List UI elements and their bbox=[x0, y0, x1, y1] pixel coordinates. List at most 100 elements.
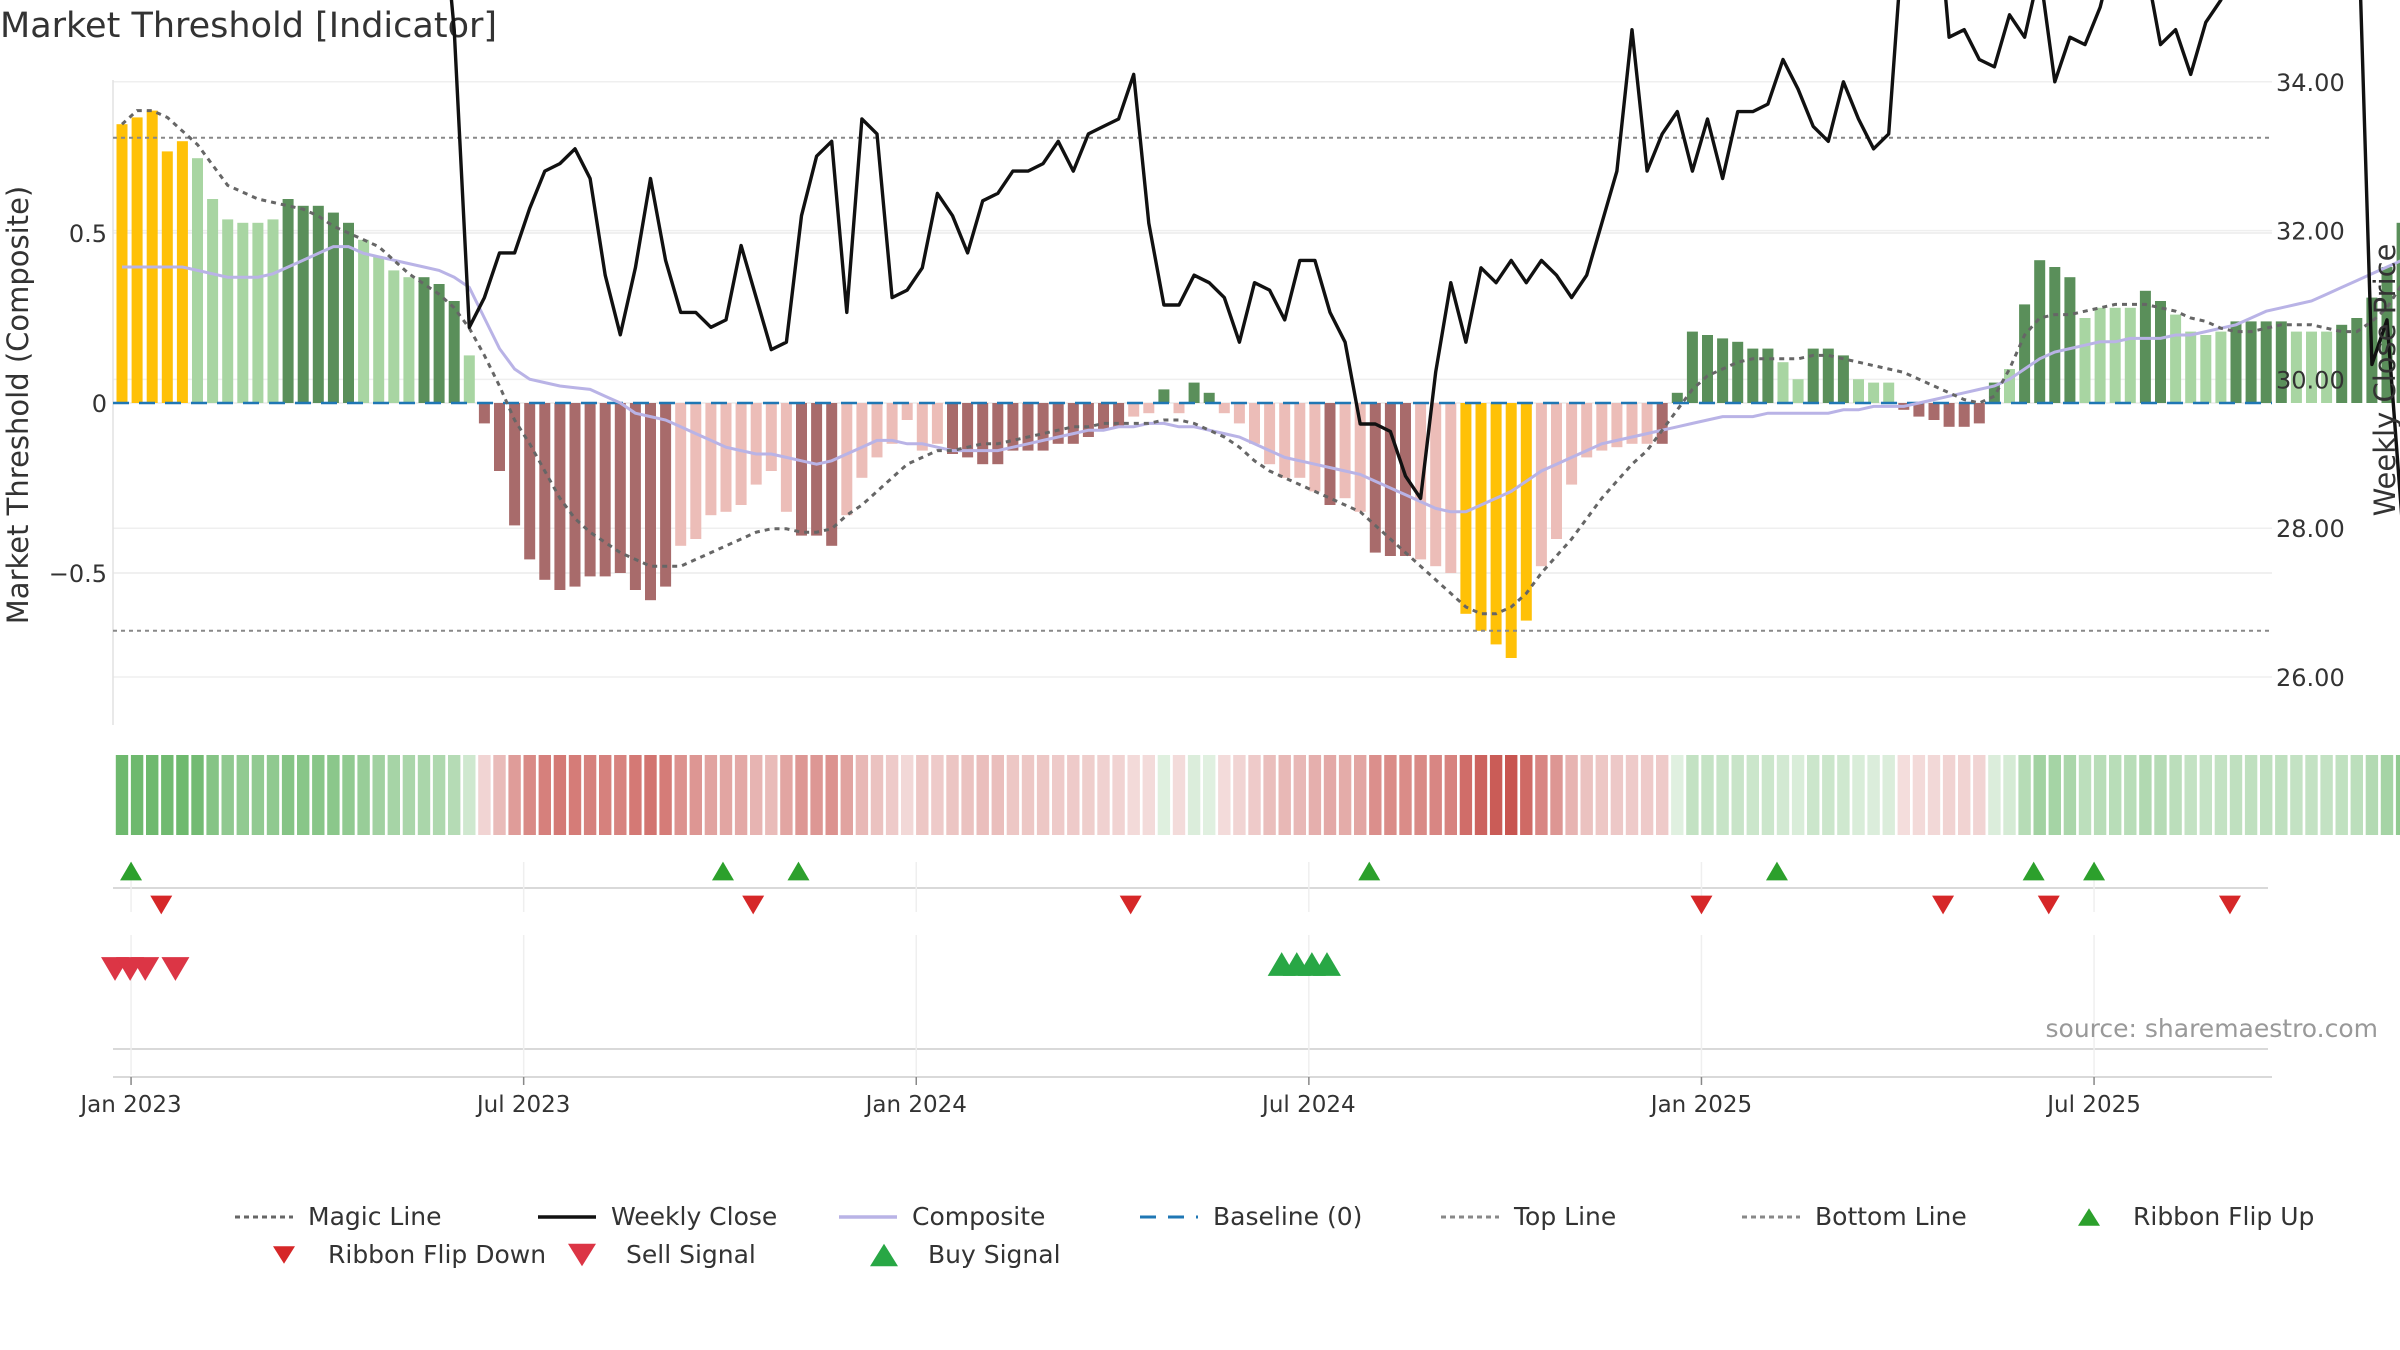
composite-bar bbox=[478, 403, 490, 424]
composite-bar bbox=[539, 403, 551, 580]
composite-bar bbox=[916, 403, 928, 451]
composite-bar bbox=[1354, 403, 1366, 512]
left-axis-ticks: 0.5 0 −0.5 bbox=[49, 220, 107, 588]
composite-bar bbox=[931, 403, 943, 444]
composite-bar bbox=[1007, 403, 1019, 451]
composite-bar bbox=[2215, 331, 2227, 403]
ribbon-cell bbox=[750, 755, 763, 835]
composite-bar bbox=[2290, 331, 2302, 403]
ribbon-cell bbox=[1565, 755, 1578, 835]
composite-bar bbox=[2275, 321, 2287, 403]
ribbon-flip-up-marker bbox=[2022, 861, 2045, 881]
composite-bar bbox=[1566, 403, 1578, 485]
ribbon-cell bbox=[2063, 755, 2077, 835]
ribbon-cell bbox=[417, 755, 431, 835]
ribbon-cell bbox=[2093, 755, 2107, 835]
right-tick-label: 30.00 bbox=[2276, 366, 2345, 394]
ribbon-flip-up-marker bbox=[1765, 861, 1788, 881]
composite-bar bbox=[871, 403, 883, 458]
composite-bar bbox=[1264, 403, 1276, 465]
ribbon-flip-down-marker bbox=[150, 895, 173, 915]
composite-bar bbox=[2064, 277, 2076, 403]
ribbon-cell bbox=[1354, 755, 1367, 835]
legend-item: Sell Signal bbox=[568, 1240, 756, 1269]
right-axis-ticks: 26.0028.0030.0032.0034.0036.0038.0040.00… bbox=[2276, 69, 2345, 692]
composite-bar bbox=[297, 205, 309, 403]
composite-bar bbox=[2351, 318, 2363, 403]
legend-item: Bottom Line bbox=[1742, 1202, 1967, 1231]
composite-bar bbox=[1717, 338, 1729, 403]
composite-bar bbox=[1792, 379, 1804, 403]
composite-bar bbox=[841, 403, 853, 516]
composite-bar bbox=[1868, 382, 1880, 403]
ribbon-cell bbox=[870, 755, 884, 835]
composite-bar bbox=[2124, 307, 2136, 403]
composite-bar bbox=[222, 219, 234, 403]
composite-bar bbox=[1309, 403, 1321, 492]
ribbon-cell bbox=[1489, 755, 1503, 835]
ribbon-cell bbox=[916, 755, 929, 835]
ribbon-flip-down-marker bbox=[1119, 895, 1142, 915]
right-tick-label: 32.00 bbox=[2276, 218, 2345, 246]
ribbon-cell bbox=[2139, 755, 2152, 835]
composite-bar bbox=[1082, 403, 1094, 437]
ribbon-cell bbox=[931, 755, 944, 835]
composite-bar bbox=[1837, 355, 1849, 403]
ribbon-cell bbox=[2290, 755, 2303, 835]
ribbon-cell bbox=[1807, 755, 1820, 835]
ribbon-cell bbox=[1157, 755, 1171, 835]
composite-bar bbox=[1022, 403, 1034, 451]
composite-bar bbox=[176, 141, 188, 403]
ribbon-cell bbox=[1973, 755, 1986, 835]
composite-bar bbox=[388, 270, 400, 403]
ribbon-cell bbox=[1278, 755, 1291, 835]
ribbon-cell bbox=[448, 755, 461, 835]
legend-item: Ribbon Flip Down bbox=[273, 1240, 546, 1269]
ribbon-cell bbox=[281, 755, 295, 835]
composite-bar bbox=[705, 403, 717, 516]
composite-bar bbox=[252, 222, 264, 403]
ribbon-cell bbox=[1414, 755, 1427, 835]
composite-bar bbox=[735, 403, 747, 505]
composite-bar bbox=[886, 403, 898, 444]
composite-bar bbox=[418, 277, 430, 403]
ribbon-cell bbox=[840, 755, 853, 835]
composite-bar bbox=[720, 403, 732, 512]
x-tick-label: Jan 2025 bbox=[1649, 1092, 1752, 1118]
legend-item: Composite bbox=[839, 1202, 1045, 1231]
ribbon-cell bbox=[1021, 755, 1035, 835]
ribbon-cell bbox=[1444, 755, 1457, 835]
composite-bar bbox=[1671, 392, 1683, 403]
composite-bar bbox=[901, 403, 913, 420]
composite-bar bbox=[2245, 321, 2257, 403]
composite-bar bbox=[584, 403, 596, 577]
source-note: source: sharemaestro.com bbox=[2046, 1014, 2379, 1043]
ribbon-cell bbox=[599, 755, 612, 835]
ribbon-cell bbox=[1731, 755, 1744, 835]
signal-ribbon bbox=[115, 755, 2400, 835]
ribbon-cell bbox=[2033, 755, 2046, 835]
ribbon-cell bbox=[2048, 755, 2061, 835]
composite-bar bbox=[1807, 348, 1819, 403]
legend-label: Baseline (0) bbox=[1213, 1202, 1362, 1231]
ribbon-cell bbox=[251, 755, 265, 835]
ribbon-cell bbox=[1248, 755, 1261, 835]
legend-swatch bbox=[273, 1246, 295, 1264]
x-tick-label: Jul 2025 bbox=[2045, 1092, 2141, 1118]
ribbon-cell bbox=[176, 755, 189, 835]
ribbon-cell bbox=[1097, 755, 1110, 835]
ribbon-cell bbox=[1988, 755, 2001, 835]
ribbon-cell bbox=[297, 755, 310, 835]
composite-bar bbox=[1324, 403, 1336, 505]
ribbon-cell bbox=[327, 755, 340, 835]
composite-bar bbox=[1143, 403, 1155, 414]
ribbon-cell bbox=[1761, 755, 1775, 835]
composite-bar bbox=[977, 403, 989, 465]
composite-bar bbox=[403, 277, 415, 403]
ribbon-cell bbox=[115, 755, 129, 835]
buy-signal-marker bbox=[1312, 952, 1341, 976]
composite-bar bbox=[1520, 403, 1532, 621]
composite-bar bbox=[1762, 348, 1774, 403]
ribbon-cell bbox=[1233, 755, 1246, 835]
ribbon-cell bbox=[1656, 755, 1669, 835]
